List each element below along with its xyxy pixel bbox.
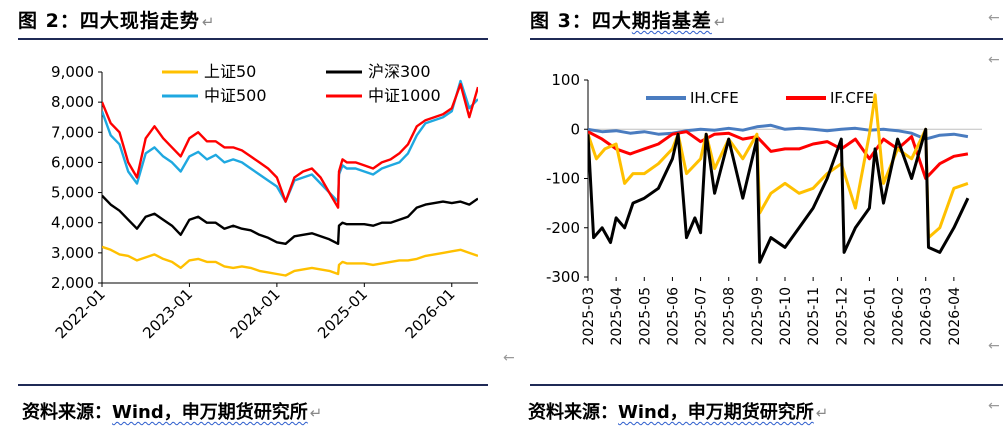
series-line-上证50 (102, 245, 478, 277)
source-right-prefix: 资料来源： (528, 402, 618, 423)
left-arrow-mark: ← (503, 350, 515, 366)
left-arrow-mark: ← (988, 52, 1000, 68)
x-tick-label: 2025-09 (750, 287, 766, 346)
x-tick-label: 2025-05 (637, 287, 653, 346)
return-mark: ↵ (309, 404, 323, 422)
series-line-IF.CFE (588, 130, 969, 180)
x-tick-label: 2022-01 (52, 285, 109, 342)
y-tick-label: -100 (546, 170, 580, 188)
x-tick-label: 2026-02 (891, 287, 907, 346)
left-arrow-mark: ← (988, 10, 1000, 26)
x-tick-label: 2025-07 (694, 287, 710, 346)
left-arrow-mark: ← (988, 338, 1000, 354)
x-tick-label: 2025-01 (314, 285, 371, 342)
source-left-underlined: Wind，申万期货研究所 (112, 402, 308, 423)
x-tick-label: 2025-10 (778, 287, 794, 346)
series-line-沪深300 (102, 194, 478, 245)
x-tick-label: 2025-06 (665, 287, 681, 346)
y-tick-label: 6,000 (51, 153, 94, 171)
source-left-prefix: 资料来源： (22, 402, 112, 423)
series-line-IM.CFE (588, 127, 970, 264)
chart-title-left: 图 2：四大现指走势 ↵ (18, 6, 215, 33)
y-tick-label: 100 (551, 71, 580, 89)
series-line-IC.CFE (588, 93, 969, 240)
series-line-中证500 (102, 79, 478, 203)
y-tick-label: 5,000 (51, 184, 94, 202)
legend-label: 上证50 (204, 62, 256, 81)
x-tick-label: 2025-04 (609, 287, 625, 346)
source-rule-left (18, 384, 488, 386)
y-tick-label: 4,000 (51, 214, 94, 232)
title-rule-left (18, 38, 488, 40)
y-tick-label: 0 (570, 120, 580, 138)
y-tick-label: -200 (546, 219, 580, 237)
x-tick-label: 2025-11 (806, 287, 822, 346)
chart-title-right-underlined: 期指基差 (631, 10, 712, 32)
return-mark: ↵ (201, 13, 216, 31)
x-tick-label: 2024-01 (227, 285, 284, 342)
title-rule-right (530, 38, 1003, 40)
chart-title-right: 图 3：四大期指基差 ↵ (530, 6, 727, 33)
series-line-中证1000 (102, 82, 478, 209)
source-left: 资料来源：Wind，申万期货研究所 ↵ (22, 398, 322, 424)
legend-label: IF.CFE (830, 89, 874, 107)
y-tick-label: 8,000 (51, 93, 94, 111)
legend-label: IH.CFE (690, 89, 739, 107)
x-tick-label: 2025-12 (834, 287, 850, 346)
return-mark: ↵ (713, 13, 728, 31)
x-tick-label: 2026-01 (402, 285, 459, 342)
x-tick-label: 2026-04 (947, 287, 963, 346)
chart-title-left-text: 图 2：四大现指走势 (18, 10, 200, 32)
return-mark: ↵ (815, 404, 829, 422)
x-tick-label: 2025-03 (581, 287, 597, 346)
source-rule-right (530, 384, 1003, 386)
y-tick-label: -300 (546, 268, 580, 286)
legend-label: 中证500 (204, 86, 267, 105)
x-tick-label: 2023-01 (139, 285, 196, 342)
y-tick-label: 7,000 (51, 123, 94, 141)
x-tick-label: 2026-01 (862, 287, 878, 346)
x-tick-label: 2025-08 (722, 287, 738, 346)
series-line-IH.CFE (588, 123, 969, 141)
chart-title-right-prefix: 图 3：四大 (530, 10, 632, 32)
x-tick-label: 2026-03 (919, 287, 935, 346)
legend-label: 中证1000 (368, 86, 441, 105)
y-tick-label: 2,000 (51, 274, 94, 292)
legend-label: 沪深300 (368, 62, 431, 81)
source-right-underlined: Wind，申万期货研究所 (618, 402, 814, 423)
source-right: 资料来源：Wind，申万期货研究所 ↵ (528, 398, 828, 424)
left-arrow-mark: ← (988, 398, 1000, 414)
y-tick-label: 3,000 (51, 244, 94, 262)
y-tick-label: 9,000 (51, 63, 94, 81)
